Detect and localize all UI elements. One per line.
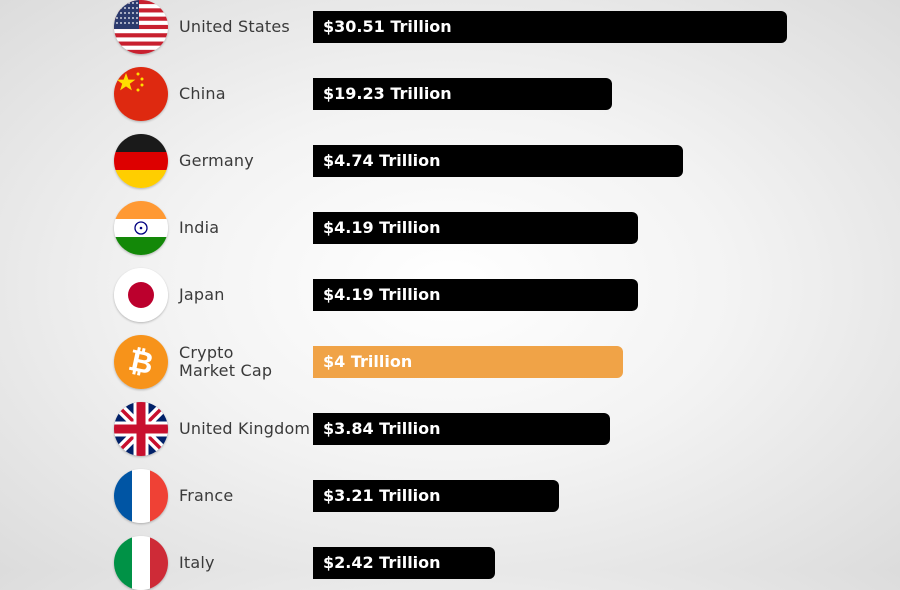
bar: $2.42 Trillion bbox=[313, 547, 495, 579]
bar: $4.74 Trillion bbox=[313, 145, 683, 177]
gdp-vs-crypto-bar-chart: United States $30.51 Trillion China $19.23 … bbox=[114, 0, 787, 590]
china-flag-icon bbox=[114, 67, 168, 121]
bar-value-label: $4.19 Trillion bbox=[323, 285, 441, 304]
germany-flag-icon bbox=[114, 134, 168, 188]
category-label-line: China bbox=[179, 84, 226, 103]
category-label: Germany bbox=[179, 152, 254, 170]
category-label-line: Germany bbox=[179, 151, 254, 170]
category-label-line: Crypto bbox=[179, 343, 234, 362]
bar-value-label: $2.42 Trillion bbox=[323, 553, 441, 572]
bar: $19.23 Trillion bbox=[313, 78, 612, 110]
bar: $4 Trillion bbox=[313, 346, 624, 378]
category-label: Italy bbox=[179, 554, 215, 572]
category-label: United States bbox=[179, 18, 290, 36]
bar: $4.19 Trillion bbox=[313, 212, 639, 244]
bar-value-label: $3.84 Trillion bbox=[323, 419, 441, 438]
category-label-line: France bbox=[179, 486, 234, 505]
bar: $30.51 Trillion bbox=[313, 11, 787, 43]
category-label: Crypto Market Cap bbox=[179, 344, 272, 380]
japan-flag-icon bbox=[114, 268, 168, 322]
category-label-line: Japan bbox=[179, 285, 225, 304]
category-label: China bbox=[179, 85, 226, 103]
france-flag-icon bbox=[114, 469, 168, 523]
bar-value-label: $3.21 Trillion bbox=[323, 486, 441, 505]
uk-flag-icon bbox=[114, 402, 168, 456]
bar: $3.84 Trillion bbox=[313, 413, 611, 445]
bar-value-label: $19.23 Trillion bbox=[323, 84, 452, 103]
category-label-line: India bbox=[179, 218, 220, 237]
italy-flag-icon bbox=[114, 536, 168, 590]
bar-value-label: $30.51 Trillion bbox=[323, 17, 452, 36]
bar-value-label: $4.74 Trillion bbox=[323, 151, 441, 170]
category-label: France bbox=[179, 487, 233, 505]
bar: $3.21 Trillion bbox=[313, 480, 560, 512]
category-label: United Kingdom bbox=[179, 420, 310, 438]
category-label-line: United Kingdom bbox=[179, 419, 311, 438]
category-label: India bbox=[179, 219, 219, 237]
bitcoin-icon: ₿ bbox=[114, 335, 168, 389]
india-flag-icon bbox=[114, 201, 168, 255]
bar-value-label: $4.19 Trillion bbox=[323, 218, 441, 237]
category-label-line: Italy bbox=[179, 553, 215, 572]
category-label: Japan bbox=[179, 286, 225, 304]
bar: $4.19 Trillion bbox=[313, 279, 639, 311]
category-label-line: United States bbox=[179, 17, 290, 36]
category-label-line: Market Cap bbox=[179, 361, 273, 380]
us-flag-icon bbox=[114, 0, 168, 54]
bar-value-label: $4 Trillion bbox=[323, 352, 413, 371]
